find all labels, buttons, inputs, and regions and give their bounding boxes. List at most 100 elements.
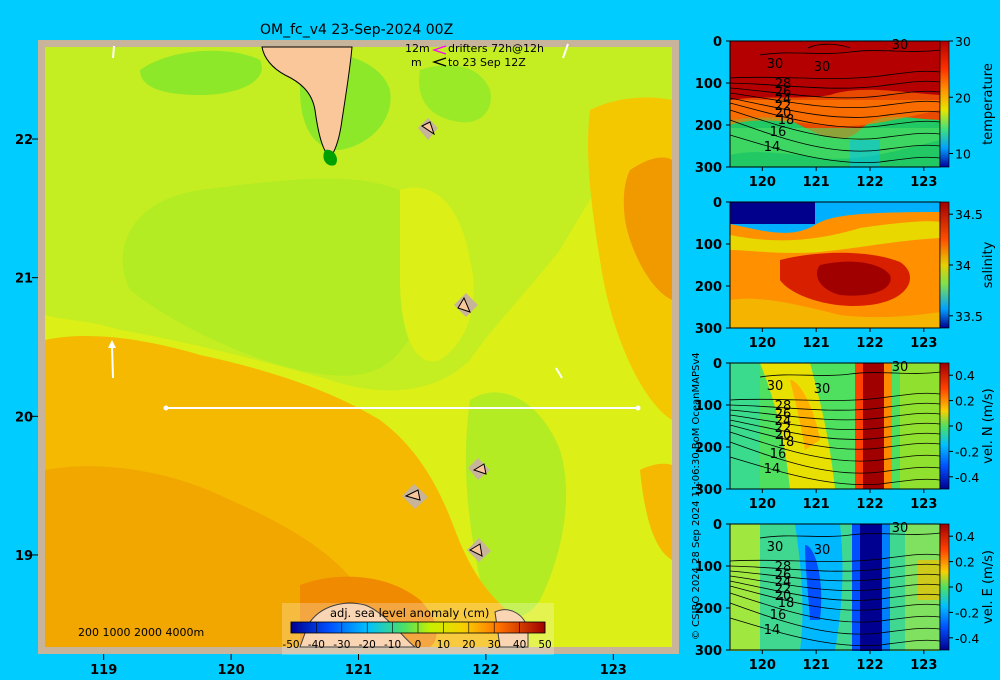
contour-label: 14 [764,623,781,638]
drifter-legend-count: 12m [405,42,430,55]
colorbar-tick-label: 40 [513,639,526,651]
section-ylabel: vel. E (m/s) [981,550,996,624]
contour-label: 30 [814,382,831,397]
contour-label: 30 [767,379,784,394]
section-colorbar-tick-label: 34 [955,258,971,273]
section-ylabel: vel. N (m/s) [981,388,996,463]
map-y-tick-label: 20 [15,410,33,425]
map-y-tick-label: 22 [15,133,33,148]
map-x-tick-label: 122 [472,663,499,678]
section-colorbar-tick-label: 0.2 [955,394,975,409]
section-colorbar-tick-label: 33.5 [955,309,983,324]
contour-label: 22 [775,99,792,114]
drifter-legend-date: to 23 Sep 12Z [448,56,526,69]
map-y-tick-label: 21 [15,272,33,287]
drifter-legend-label: drifters 72h@12h [448,42,544,55]
section-x-tick-label: 121 [803,336,830,351]
contour-label: 14 [764,140,781,155]
section-x-tick-label: 122 [856,336,883,351]
contour-label: 22 [775,582,792,597]
section-colorbar-tick-label: -0.2 [955,605,979,620]
section-colorbar-tick-label: 10 [955,147,971,162]
contour-label: 18 [778,113,795,128]
contour-label: 22 [775,421,792,436]
figure-title: OM_fc_v4 23-Sep-2024 00Z [260,22,453,38]
contour-label: 24 [775,92,792,107]
contour-label: 20 [775,106,792,121]
map-x-tick-label: 121 [345,663,372,678]
contour-label: 18 [778,596,795,611]
temperature-section-axes: 120 121 122 123 0 100 200 300 30 20 10 temperature 3… [695,34,996,190]
map-field [45,43,672,648]
colorbar-tick-label: -30 [333,639,350,651]
section-y-tick-label: 200 [695,441,722,456]
colorbar-tick-label: -40 [308,639,325,651]
section-x-tick-label: 120 [749,658,776,673]
contour-label: 16 [770,608,787,623]
section-colorbar-tick-label: 20 [955,90,971,105]
colorbar-label: adj. sea level anomaly (cm) [330,606,489,620]
section-colorbar [939,362,950,490]
section-y-tick-label: 300 [695,322,722,337]
section-colorbar [939,40,950,168]
section-colorbar-tick-label: 0.2 [955,555,975,570]
contour-label: 30 [767,57,784,72]
section-colorbar-tick-label: 34.5 [955,207,983,222]
drifter-track [555,367,563,379]
section-x-tick-label: 120 [749,175,776,190]
section-colorbar-tick-label: 30 [955,34,971,49]
contour-label: 18 [778,435,795,450]
section-x-tick-label: 120 [749,336,776,351]
depth-legend: 200 1000 2000 4000m [78,626,204,639]
colorbar-tick-label: 0 [415,639,422,651]
section-colorbar-tick-label: 0.4 [955,368,975,383]
temperature-panel [729,41,941,167]
salinity-panel [730,202,940,328]
sla-colorbar: adj. sea level anomaly (cm) -50 -40 -30 -20… [282,603,554,655]
contour-label: 16 [770,125,787,140]
contour-label: 30 [814,60,831,75]
colorbar-tick-label: 50 [538,639,551,651]
section-panels: 120 121 122 1230100200300302010temperature3… [695,34,996,673]
section-y-tick-label: 300 [695,644,722,659]
drifter-track [562,43,569,59]
contour-label: 20 [775,428,792,443]
section-x-tick-label: 122 [856,658,883,673]
contour-label: 24 [775,414,792,429]
section-y-tick-label: 100 [695,560,722,575]
section-x-tick-label: 123 [910,336,937,351]
section-x-tick-label: 121 [803,175,830,190]
section-colorbar [939,201,950,329]
section-x-tick-label: 122 [856,497,883,512]
colorbar-tick-label: -20 [359,639,376,651]
section-colorbar-tick-label: -0.4 [955,470,979,485]
velN-section-axes: 120 121 122 123 0 100 200 300 0.4 0.2 0 -0.2 -0.4vel… [695,357,996,512]
map-x-tick-label: 123 [600,663,627,678]
section-colorbar-tick-label: -0.4 [955,631,979,646]
section-y-tick-label: 0 [713,35,722,50]
section-ylabel: salinity [981,241,996,288]
section-y-tick-label: 200 [695,280,722,295]
credit-text: © CSIRO 2024 28 Sep 2024 11:06:30 BoM Oc… [691,352,702,640]
colorbar-tick-label: 10 [437,639,450,651]
contour-label: 24 [775,575,792,590]
section-colorbar [939,523,950,651]
section-x-tick-label: 123 [910,497,937,512]
section-colorbar-tick-label: 0.4 [955,529,975,544]
colorbar-tick-label: 20 [462,639,475,651]
section-x-tick-label: 121 [803,658,830,673]
section-ylabel: temperature [981,63,996,145]
drifter-legend-unit: m [411,56,422,69]
map-x-ticks: 119 120 121 122 123 [90,654,627,678]
contour-label: 16 [770,447,787,462]
section-y-tick-label: 0 [713,518,722,533]
contour-label: 28 [775,399,792,414]
section-y-tick-label: 300 [695,483,722,498]
section-y-tick-label: 0 [713,357,722,372]
contour-label: 30 [767,540,784,555]
contour-label: 30 [892,360,909,375]
section-colorbar-tick-label: 0 [955,419,963,434]
section-x-tick-label: 122 [856,175,883,190]
drifter-track [111,344,114,379]
contour-label: 28 [775,560,792,575]
